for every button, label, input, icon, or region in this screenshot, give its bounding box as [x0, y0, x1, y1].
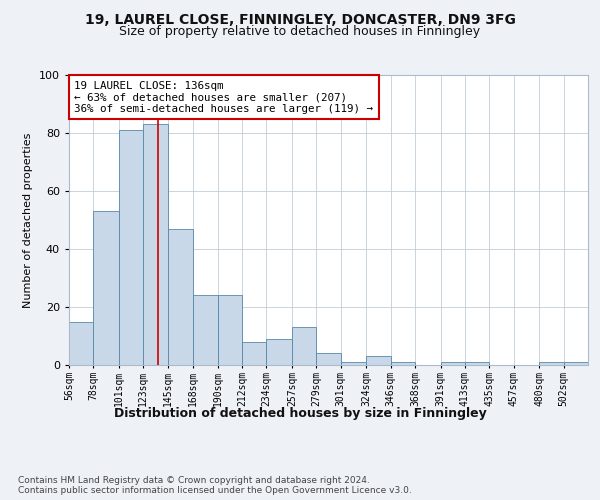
Bar [266, 339, 292, 365]
Bar [563, 362, 588, 365]
Bar [119, 130, 143, 365]
Text: Contains HM Land Registry data © Crown copyright and database right 2024.
Contai: Contains HM Land Registry data © Crown c… [18, 476, 412, 495]
Text: Size of property relative to detached houses in Finningley: Size of property relative to detached ho… [119, 25, 481, 38]
Bar [94, 212, 119, 365]
Bar [341, 362, 366, 365]
Bar [440, 362, 465, 365]
Bar [69, 322, 94, 365]
Bar [316, 354, 341, 365]
Bar [539, 362, 563, 365]
Bar [366, 356, 391, 365]
Bar [193, 296, 218, 365]
Text: Distribution of detached houses by size in Finningley: Distribution of detached houses by size … [113, 408, 487, 420]
Bar [143, 124, 167, 365]
Bar [242, 342, 266, 365]
Bar [292, 328, 316, 365]
Y-axis label: Number of detached properties: Number of detached properties [23, 132, 34, 308]
Bar [465, 362, 490, 365]
Bar [218, 296, 242, 365]
Bar [167, 228, 193, 365]
Text: 19, LAUREL CLOSE, FINNINGLEY, DONCASTER, DN9 3FG: 19, LAUREL CLOSE, FINNINGLEY, DONCASTER,… [85, 12, 515, 26]
Bar [391, 362, 415, 365]
Text: 19 LAUREL CLOSE: 136sqm
← 63% of detached houses are smaller (207)
36% of semi-d: 19 LAUREL CLOSE: 136sqm ← 63% of detache… [74, 81, 373, 114]
